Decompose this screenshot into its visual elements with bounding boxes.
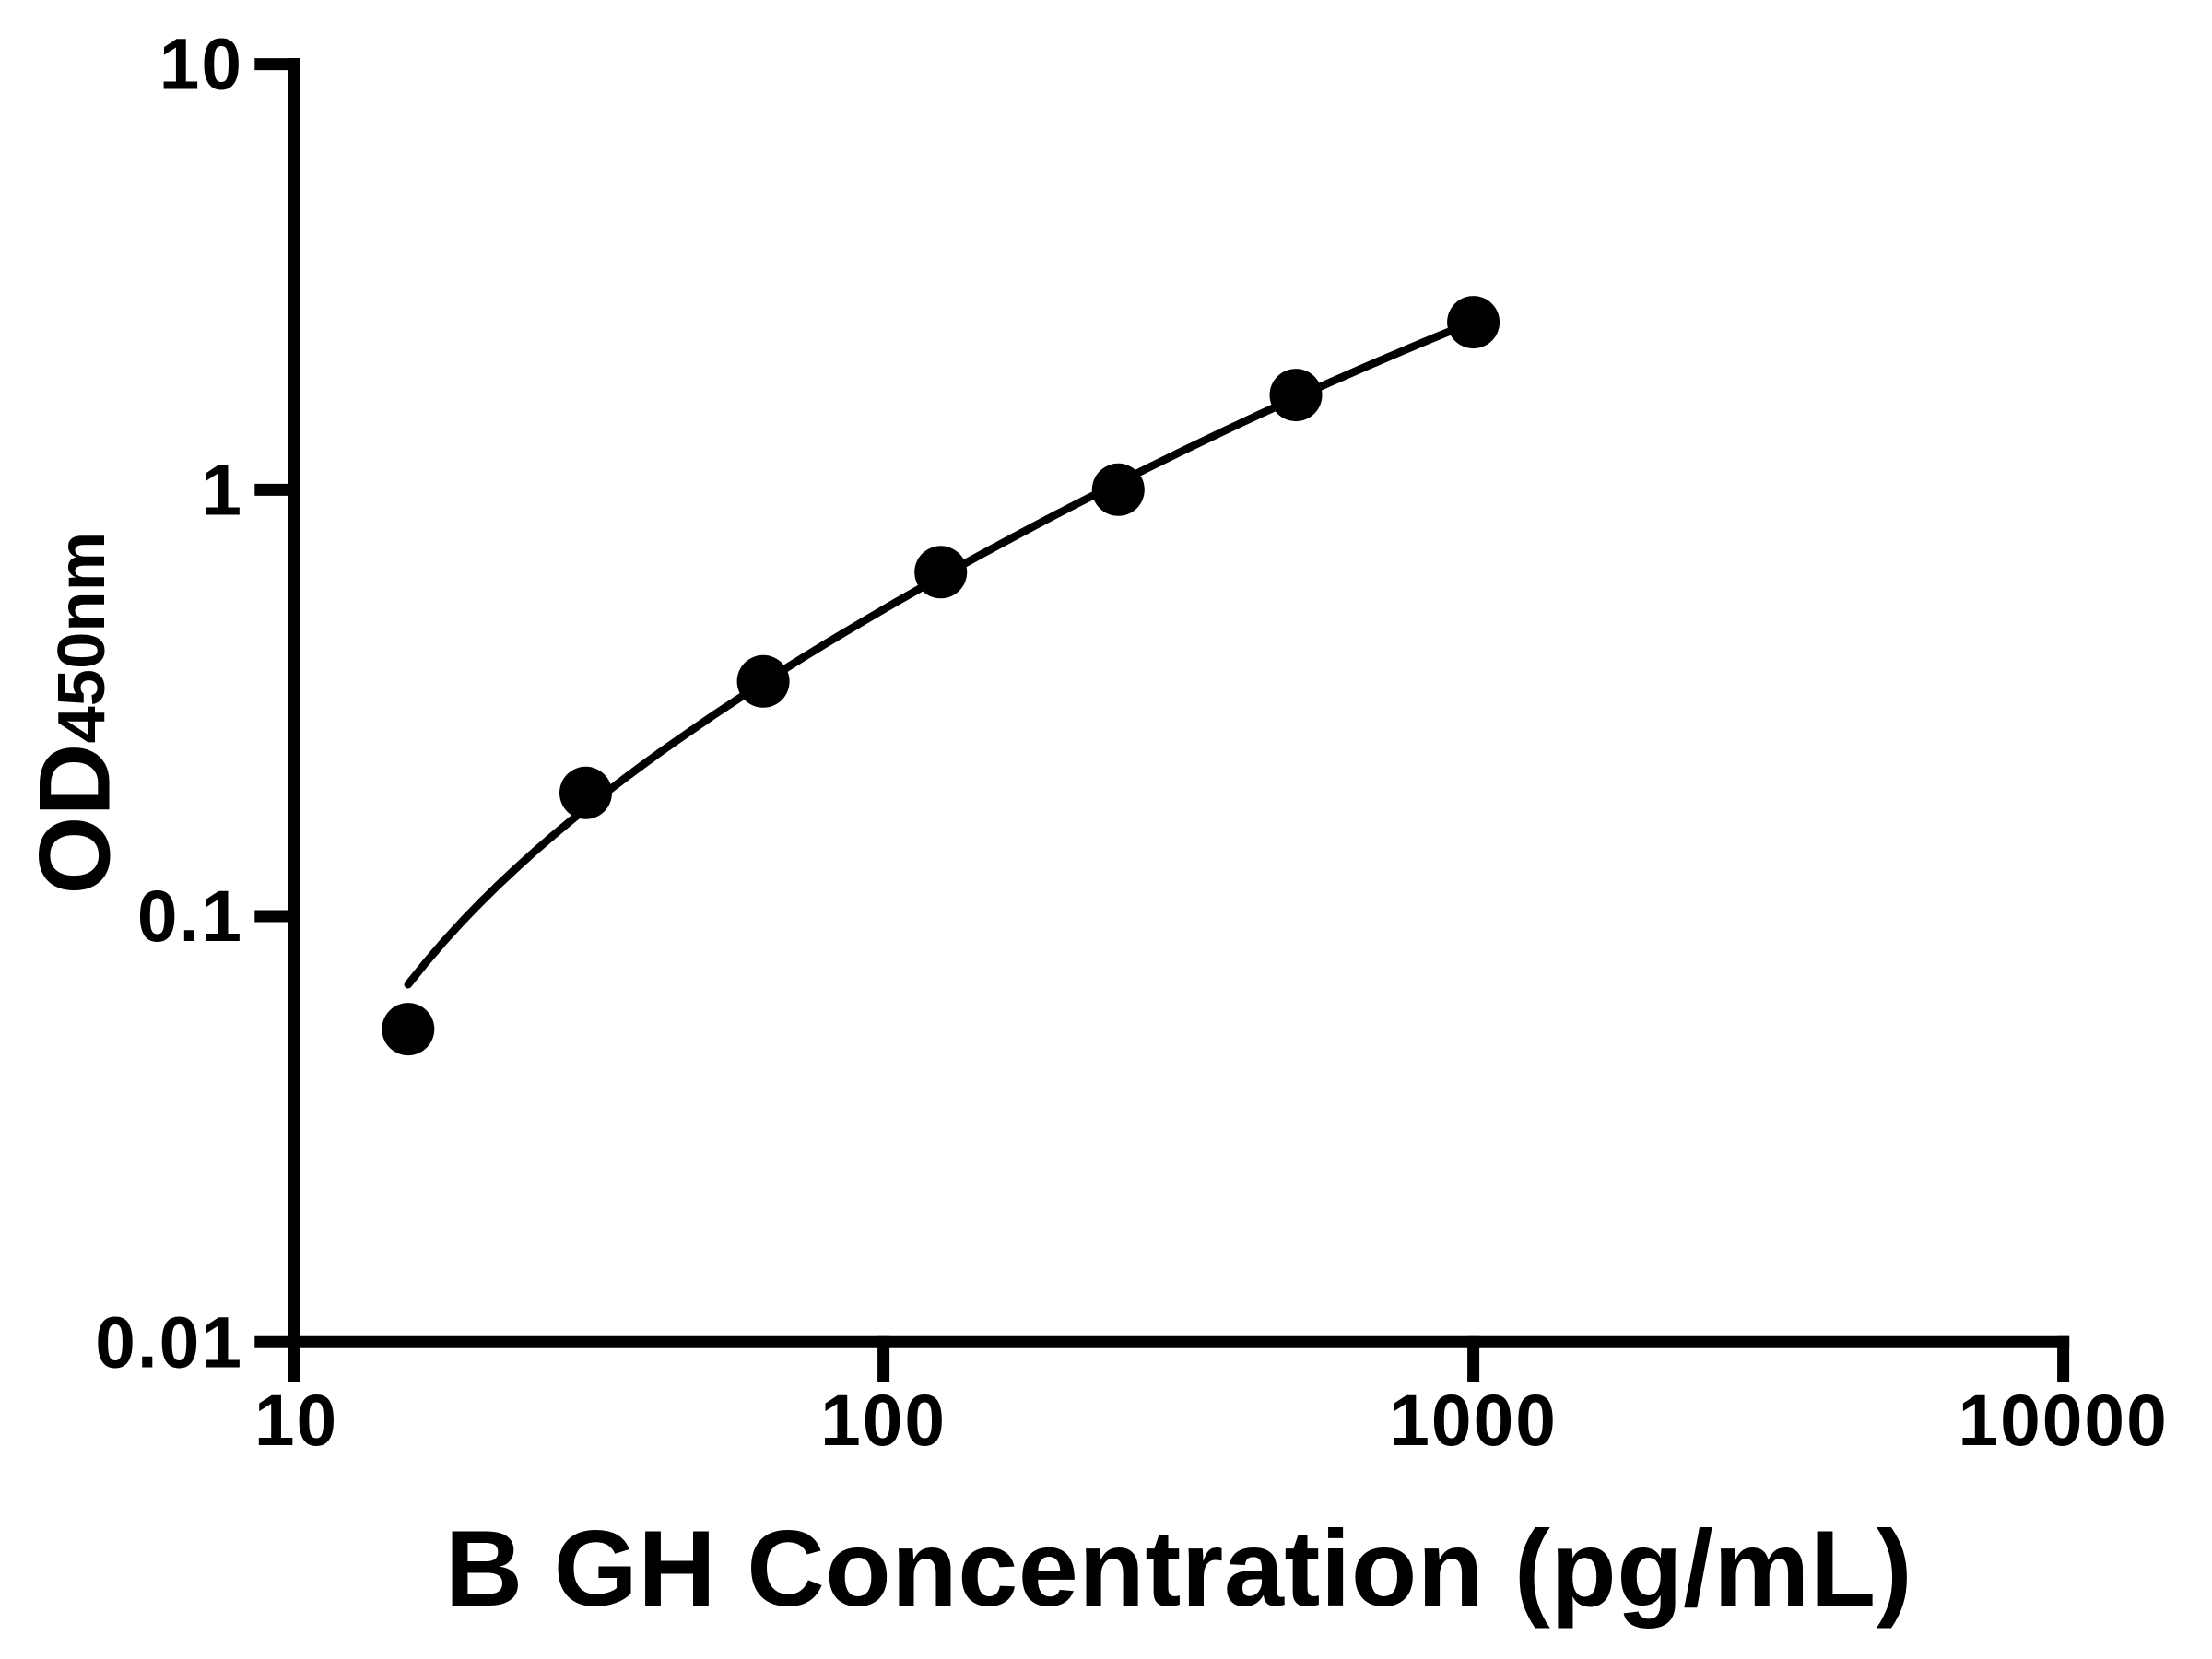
svg-text:0.1: 0.1 <box>137 876 243 957</box>
svg-text:1: 1 <box>201 449 243 530</box>
svg-text:0.01: 0.01 <box>95 1301 243 1382</box>
svg-text:10000: 10000 <box>1958 1380 2168 1461</box>
svg-text:B GH Concentration (pg/mL): B GH Concentration (pg/mL) <box>445 1508 1912 1629</box>
svg-text:100: 100 <box>820 1380 947 1461</box>
svg-text:1000: 1000 <box>1389 1380 1558 1461</box>
svg-text:10: 10 <box>254 1380 338 1461</box>
svg-text:10: 10 <box>159 24 243 105</box>
